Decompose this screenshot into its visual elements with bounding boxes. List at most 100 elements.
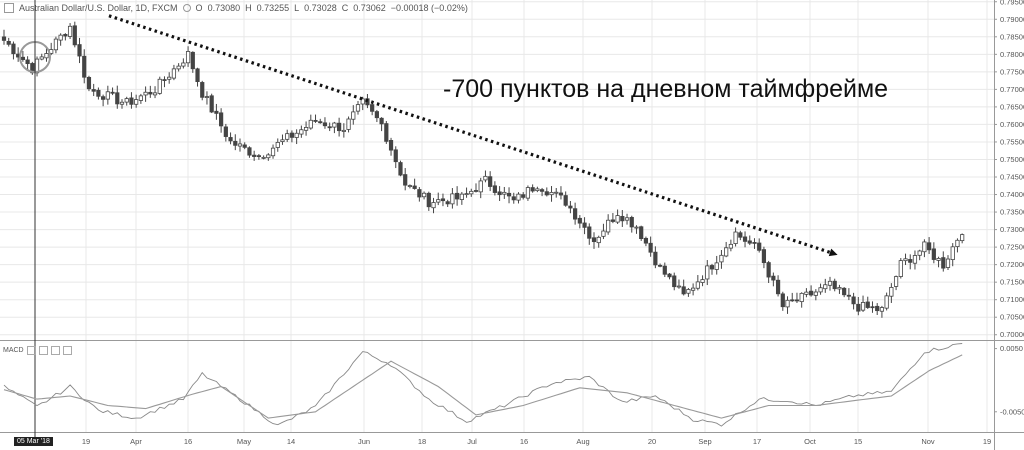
candle-body[interactable]: [554, 191, 559, 194]
candle-body[interactable]: [436, 199, 441, 203]
candle-body[interactable]: [601, 230, 606, 237]
candle-body[interactable]: [417, 189, 422, 198]
candle-body[interactable]: [105, 91, 110, 100]
candle-body[interactable]: [506, 192, 512, 197]
candle-body[interactable]: [842, 287, 847, 296]
candle-body[interactable]: [483, 175, 488, 181]
candle-body[interactable]: [823, 284, 828, 290]
candle-body[interactable]: [809, 290, 814, 296]
candle-body[interactable]: [134, 99, 139, 105]
candle-body[interactable]: [860, 302, 866, 311]
candle-body[interactable]: [44, 53, 49, 59]
candle-body[interactable]: [535, 188, 540, 192]
candle-body[interactable]: [204, 96, 210, 98]
candle-body[interactable]: [813, 291, 818, 296]
candle-body[interactable]: [322, 122, 328, 127]
candle-body[interactable]: [285, 133, 290, 140]
candle-body[interactable]: [39, 56, 44, 60]
candle-body[interactable]: [157, 78, 162, 94]
candle-body[interactable]: [662, 265, 667, 275]
candle-body[interactable]: [318, 121, 323, 124]
candle-body[interactable]: [370, 104, 375, 112]
candle-body[interactable]: [851, 296, 856, 305]
candle-body[interactable]: [927, 242, 932, 251]
candle-body[interactable]: [1, 36, 7, 41]
candle-body[interactable]: [804, 291, 809, 295]
candle-body[interactable]: [799, 292, 804, 303]
candle-body[interactable]: [936, 257, 941, 261]
candle-body[interactable]: [384, 123, 389, 142]
candle-body[interactable]: [827, 280, 833, 286]
candle-body[interactable]: [67, 25, 73, 37]
candle-body[interactable]: [162, 79, 167, 81]
candle-body[interactable]: [761, 249, 767, 264]
candle-body[interactable]: [469, 190, 474, 195]
candle-body[interactable]: [544, 191, 549, 196]
candle-body[interactable]: [388, 140, 394, 151]
candle-body[interactable]: [676, 285, 682, 288]
candle-body[interactable]: [672, 275, 677, 288]
candle-body[interactable]: [657, 264, 663, 267]
candle-body[interactable]: [875, 305, 880, 312]
candle-body[interactable]: [303, 127, 309, 131]
candle-body[interactable]: [450, 193, 455, 205]
candle-body[interactable]: [280, 139, 285, 142]
candle-body[interactable]: [714, 262, 719, 270]
candle-body[interactable]: [77, 44, 82, 57]
candle-body[interactable]: [327, 126, 332, 129]
candle-body[interactable]: [242, 144, 247, 148]
candle-body[interactable]: [53, 38, 59, 51]
candle-body[interactable]: [629, 216, 634, 228]
candle-body[interactable]: [648, 242, 653, 253]
candle-body[interactable]: [464, 193, 469, 196]
candle-body[interactable]: [667, 273, 672, 278]
candle-body[interactable]: [917, 250, 922, 256]
candle-body[interactable]: [455, 192, 460, 200]
candle-body[interactable]: [898, 260, 903, 277]
candle-body[interactable]: [643, 237, 649, 244]
settings-icon[interactable]: [38, 346, 48, 355]
collapse-icon[interactable]: [4, 3, 14, 13]
candle-body[interactable]: [733, 231, 738, 244]
candle-body[interactable]: [228, 137, 233, 142]
candle-body[interactable]: [289, 132, 295, 138]
candle-body[interactable]: [766, 262, 771, 278]
candle-body[interactable]: [167, 76, 172, 80]
candle-body[interactable]: [459, 193, 464, 200]
candle-body[interactable]: [407, 185, 413, 187]
candle-body[interactable]: [431, 202, 436, 209]
candle-body[interactable]: [884, 295, 889, 309]
candle-body[interactable]: [724, 247, 729, 257]
candle-body[interactable]: [582, 222, 587, 228]
candle-body[interactable]: [908, 259, 913, 263]
candle-body[interactable]: [893, 276, 899, 287]
candle-body[interactable]: [818, 287, 823, 293]
candle-body[interactable]: [516, 193, 521, 201]
candle-body[interactable]: [525, 187, 531, 199]
visibility-icon[interactable]: [26, 346, 36, 355]
candle-body[interactable]: [912, 255, 918, 264]
candle-body[interactable]: [30, 63, 35, 74]
candle-body[interactable]: [355, 104, 361, 112]
candle-body[interactable]: [539, 189, 545, 192]
candle-body[interactable]: [832, 280, 837, 290]
candle-body[interactable]: [86, 76, 92, 90]
candle-body[interactable]: [360, 98, 365, 105]
candle-body[interactable]: [577, 217, 582, 224]
candle-body[interactable]: [379, 117, 384, 125]
candle-body[interactable]: [115, 92, 120, 105]
candle-body[interactable]: [492, 185, 497, 193]
candle-body[interactable]: [233, 140, 238, 146]
candle-body[interactable]: [695, 281, 700, 289]
candle-body[interactable]: [615, 215, 620, 223]
candle-body[interactable]: [214, 110, 219, 114]
candle-body[interactable]: [502, 191, 507, 195]
candle-body[interactable]: [11, 43, 16, 55]
candle-body[interactable]: [421, 192, 427, 198]
candle-body[interactable]: [681, 286, 686, 295]
candle-body[interactable]: [639, 226, 644, 240]
candle-body[interactable]: [587, 226, 592, 239]
candle-body[interactable]: [275, 141, 280, 148]
candle-body[interactable]: [568, 205, 573, 209]
candle-body[interactable]: [945, 258, 951, 268]
